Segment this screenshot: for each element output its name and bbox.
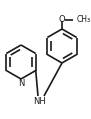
Text: CH₃: CH₃ (77, 15, 91, 24)
Text: O: O (59, 15, 65, 24)
Text: NH: NH (34, 97, 46, 106)
Text: N: N (18, 79, 24, 89)
